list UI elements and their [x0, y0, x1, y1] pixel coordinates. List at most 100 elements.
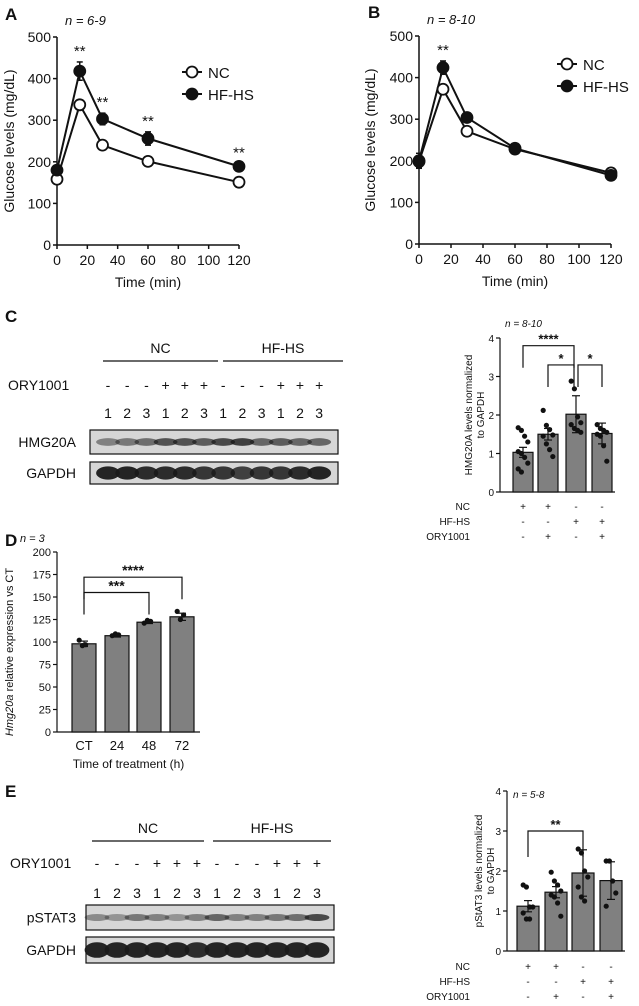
- panel-label: E: [5, 782, 16, 801]
- lane-number: 2: [173, 885, 181, 901]
- y-tick-label: 0: [488, 488, 494, 499]
- y-tick-label: 50: [39, 682, 51, 694]
- protein-band: [134, 438, 159, 446]
- y-tick-label: 175: [33, 570, 51, 582]
- treatment-sign: -: [221, 377, 226, 393]
- y-axis-title-line: HMG20A levels normalized: [464, 355, 475, 476]
- y-axis-title-italic: Hmg20a: [4, 694, 16, 736]
- line-chart-A: 0 100 200 300 400 500 0 20 40 60 80 100 120 Time (min…: [1, 13, 254, 290]
- data-point: [555, 900, 561, 906]
- y-tick-label: 500: [28, 29, 52, 45]
- lane-number: 1: [162, 405, 170, 421]
- data-point: [523, 884, 530, 890]
- significance-marker: ***: [108, 578, 125, 594]
- lane-number: 2: [296, 405, 304, 421]
- lane-number: 3: [133, 885, 141, 901]
- protein-band: [204, 942, 230, 958]
- x-tick-label: 0: [415, 251, 423, 267]
- bar: [169, 616, 195, 733]
- series-line-NC: [418, 86, 612, 174]
- y-tick-label: 100: [28, 195, 52, 211]
- treatment-sign: +: [277, 377, 285, 393]
- data-point: [543, 441, 550, 447]
- y-tick-label: 100: [390, 194, 414, 210]
- condition-sign: -: [554, 977, 557, 988]
- protein-band: [249, 466, 274, 480]
- treatment-sign: +: [173, 855, 181, 871]
- data-point: [575, 884, 581, 890]
- condition-sign: +: [545, 502, 551, 513]
- x-tick-label: 20: [443, 251, 459, 267]
- condition-label: NC: [456, 962, 470, 973]
- lane-number: 3: [143, 405, 151, 421]
- data-point: [518, 427, 525, 433]
- condition-label: HF-HS: [439, 517, 470, 528]
- treatment-sign: +: [313, 855, 321, 871]
- y-tick-label: 125: [33, 615, 51, 627]
- condition-label: ORY1001: [426, 992, 470, 1003]
- data-point: [116, 632, 122, 638]
- data-point: [543, 422, 550, 428]
- y-tick-label: 0: [495, 947, 501, 958]
- lane-number: 2: [181, 405, 189, 421]
- data-point: [550, 432, 556, 438]
- significance-bracket: [577, 364, 603, 387]
- data-point: [585, 874, 591, 880]
- data-point: [76, 637, 82, 643]
- condition-sign: +: [599, 517, 605, 528]
- group-label: HF-HS: [251, 820, 294, 836]
- lane-number: 3: [193, 885, 201, 901]
- treatment-label: ORY1001: [8, 377, 69, 393]
- condition-sign: +: [553, 962, 559, 973]
- condition-sign: -: [526, 977, 529, 988]
- data-point-HF-HS: [73, 64, 87, 78]
- condition-sign: +: [553, 992, 559, 1003]
- data-point: [555, 882, 561, 888]
- data-point: [558, 913, 564, 919]
- data-point: [550, 453, 556, 460]
- significance-marker: ****: [122, 562, 144, 578]
- data-point: [582, 898, 588, 904]
- significance-marker: **: [437, 42, 449, 59]
- n-annotation: n = 6-9: [65, 13, 106, 28]
- x-tick-label: 24: [110, 738, 124, 753]
- significance-marker: ****: [538, 332, 559, 347]
- data-point: [575, 414, 581, 420]
- x-tick-label: 40: [475, 251, 491, 267]
- data-point: [518, 450, 525, 457]
- data-point: [601, 443, 607, 449]
- treatment-sign: -: [259, 377, 264, 393]
- blot-row-label: GAPDH: [26, 465, 76, 481]
- treatment-sign: +: [153, 855, 161, 871]
- condition-label: HF-HS: [439, 977, 470, 988]
- y-axis-title-line: to GAPDH: [476, 392, 487, 439]
- lane-number: 1: [153, 885, 161, 901]
- protein-band: [268, 438, 293, 446]
- y-tick-label: 3: [495, 827, 501, 838]
- condition-sign: -: [526, 992, 529, 1003]
- legend-marker: [560, 57, 574, 71]
- y-tick-label: 500: [390, 28, 414, 44]
- lane-number: 3: [200, 405, 208, 421]
- x-tick-label: 120: [599, 251, 623, 267]
- treatment-sign: -: [95, 855, 100, 871]
- data-point: [540, 407, 546, 413]
- condition-sign: +: [545, 532, 551, 543]
- data-point: [578, 429, 584, 435]
- protein-band: [307, 438, 332, 446]
- data-point: [525, 460, 531, 466]
- condition-sign: -: [581, 992, 584, 1003]
- y-tick-label: 75: [39, 660, 51, 672]
- protein-band: [224, 914, 250, 921]
- group-label: NC: [150, 340, 170, 356]
- protein-band: [144, 942, 170, 958]
- condition-sign: -: [521, 532, 524, 543]
- y-tick-label: 2: [488, 411, 494, 422]
- significance-marker: **: [550, 817, 561, 832]
- significance-marker: **: [74, 43, 86, 60]
- significance-marker: **: [142, 113, 154, 130]
- data-point-HF-HS: [232, 159, 246, 173]
- treatment-label: ORY1001: [10, 855, 71, 871]
- data-point: [568, 378, 574, 384]
